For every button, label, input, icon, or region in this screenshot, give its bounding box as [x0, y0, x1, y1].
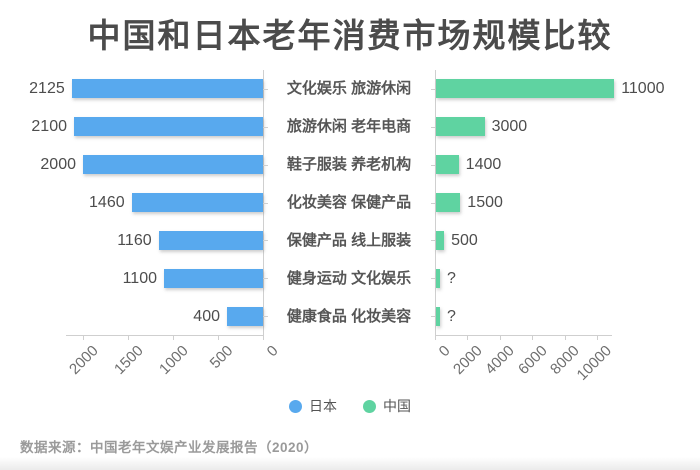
- right-x-axis-tick: [532, 335, 534, 340]
- china-bar: [436, 155, 459, 175]
- category-label: 健身运动 文化娱乐: [286, 269, 412, 287]
- category-label: 健康食品 化妆美容: [286, 307, 412, 325]
- japan-bar: [227, 306, 263, 326]
- japan-bar: [71, 79, 263, 99]
- page-bottom-fade: [0, 457, 700, 470]
- left-axis-category-tick: [263, 240, 268, 242]
- japan-bar: [164, 268, 263, 288]
- japan-bar-value: 2100: [31, 118, 67, 136]
- right-x-axis-tick-label: 10000: [573, 342, 616, 384]
- category-label: 文化娱乐 旅游休闲: [286, 80, 412, 98]
- right-x-axis-tick: [467, 335, 469, 340]
- china-bar: [436, 268, 440, 288]
- japan-bar: [74, 117, 263, 137]
- legend-item-japan[interactable]: 日本: [289, 399, 337, 413]
- right-axis-category-tick: [431, 278, 436, 280]
- legend-label-china: 中国: [383, 398, 411, 414]
- china-bar: [436, 79, 615, 99]
- right-x-axis-tick-label: 6000: [514, 342, 551, 378]
- right-x-axis-tick: [597, 335, 598, 340]
- right-axis-category-tick: [431, 164, 436, 166]
- left-x-axis-tick-label: 2000: [65, 342, 102, 378]
- china-bar-value: ?: [447, 269, 456, 287]
- left-axis-category-tick: [263, 88, 268, 90]
- left-x-axis-tick: [128, 335, 129, 340]
- left-x-axis-tick-label: 500: [206, 342, 237, 373]
- right-x-axis-tick-label: 4000: [482, 342, 519, 378]
- japan-bar: [83, 155, 263, 175]
- left-axis-category-tick: [263, 164, 268, 166]
- japan-bar-value: 1460: [89, 194, 125, 211]
- legend-item-china[interactable]: 中国: [363, 399, 411, 413]
- right-chart-x-axis-line: [435, 335, 612, 336]
- china-bar-value: 11000: [621, 80, 665, 98]
- china-bar-value: ?: [447, 307, 456, 325]
- china-bar: [436, 193, 461, 212]
- left-chart-x-axis-line: [66, 335, 264, 336]
- japan-bar: [158, 230, 263, 250]
- left-x-axis-tick-label: 1000: [155, 342, 192, 378]
- japan-bar-value: 400: [193, 307, 220, 325]
- japan-bar-value: 2125: [29, 80, 65, 98]
- right-axis-category-tick: [431, 316, 436, 318]
- left-axis-category-tick: [263, 202, 268, 204]
- japan-series-dot-icon: [289, 399, 302, 413]
- china-bar-value: 1500: [467, 194, 503, 211]
- left-axis-category-tick: [263, 278, 268, 280]
- right-axis-category-tick: [431, 202, 436, 204]
- china-bar-value: 3000: [491, 118, 528, 136]
- data-source-note: 数据来源：中国老年文娱产业发展报告（2020）: [20, 440, 319, 455]
- left-x-axis-tick: [173, 335, 174, 340]
- page-title: 中国和日本老年消费市场规模比较: [87, 17, 613, 54]
- category-label: 鞋子服装 养老机构: [286, 156, 412, 174]
- right-x-axis-tick: [564, 335, 566, 340]
- right-axis-category-tick: [431, 88, 436, 90]
- legend: 日本 中国: [0, 397, 700, 415]
- left-x-axis-tick-label: 0: [263, 342, 282, 361]
- china-bar: [436, 306, 440, 326]
- left-x-axis-tick: [83, 335, 84, 340]
- china-bar: [436, 117, 485, 137]
- left-axis-category-tick: [263, 316, 268, 318]
- japan-bar-value: 1160: [117, 231, 152, 249]
- right-x-axis-tick-label: 0: [435, 342, 454, 361]
- japan-bar-value: 1100: [122, 269, 157, 287]
- japan-bar-value: 2000: [40, 156, 76, 174]
- category-label: 化妆美容 保健产品: [286, 194, 412, 211]
- category-label: 旅游休闲 老年电商: [286, 118, 412, 136]
- right-x-axis-tick: [435, 335, 436, 340]
- right-x-axis-tick-label: 2000: [450, 342, 486, 378]
- china-series-dot-icon: [363, 399, 376, 413]
- right-axis-category-tick: [431, 240, 436, 242]
- left-axis-category-tick: [263, 126, 268, 128]
- left-x-axis-tick: [263, 335, 264, 340]
- left-x-axis-tick: [218, 335, 219, 340]
- legend-label-japan: 日本: [309, 398, 337, 414]
- category-label: 保健产品 线上服装: [286, 231, 412, 249]
- china-bar-value: 500: [451, 231, 478, 249]
- china-bar: [436, 230, 445, 250]
- left-x-axis-tick-label: 1500: [110, 342, 147, 378]
- japan-bar: [131, 193, 263, 212]
- china-bar-value: 1400: [465, 156, 502, 174]
- right-axis-category-tick: [431, 126, 436, 128]
- right-x-axis-tick: [499, 335, 501, 340]
